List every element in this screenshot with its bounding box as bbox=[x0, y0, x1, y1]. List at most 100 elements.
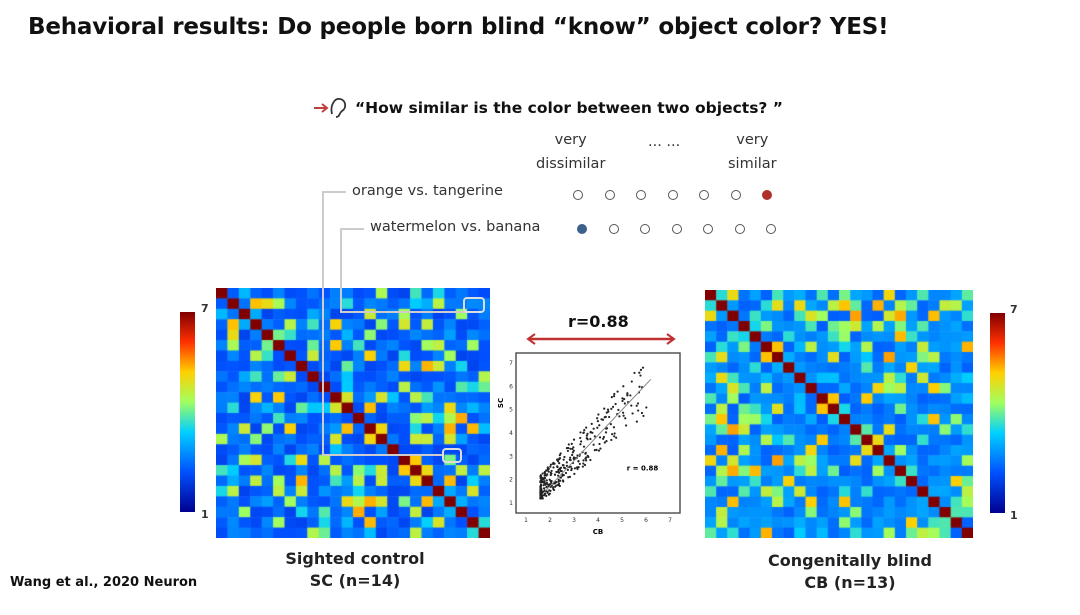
scatter-point bbox=[542, 487, 546, 490]
rating-option-1[interactable] bbox=[573, 190, 583, 200]
scatter-point bbox=[613, 435, 616, 438]
scatter-point bbox=[621, 397, 624, 400]
regression-line bbox=[544, 378, 652, 492]
right-caption-line2: CB (n=13) bbox=[804, 573, 896, 592]
y-tick-label: 3 bbox=[509, 453, 513, 460]
scatter-point bbox=[556, 465, 559, 468]
scatter-point bbox=[622, 411, 625, 414]
scatter-point bbox=[549, 465, 552, 468]
scatter-point bbox=[543, 477, 547, 480]
x-tick-label: 2 bbox=[548, 517, 552, 524]
correlation-label: r=0.88 bbox=[568, 312, 629, 331]
y-tick-label: 1 bbox=[509, 500, 513, 507]
rating-option-2[interactable] bbox=[608, 224, 619, 234]
scatter-point bbox=[605, 440, 608, 443]
scatter-point bbox=[545, 494, 548, 498]
scatter-point bbox=[557, 474, 560, 477]
left-caption-line2: SC (n=14) bbox=[309, 571, 401, 590]
scatter-point bbox=[621, 399, 624, 403]
left-caption: Sighted control SC (n=14) bbox=[260, 548, 450, 592]
scatter-point bbox=[590, 422, 593, 426]
scatter-point bbox=[573, 472, 576, 475]
scatter-point bbox=[611, 433, 614, 436]
scatter-point bbox=[608, 415, 611, 419]
scatter-point bbox=[572, 446, 575, 449]
rating-option-5[interactable] bbox=[703, 224, 713, 234]
scatter-point bbox=[609, 422, 612, 426]
y-tick-label: 6 bbox=[509, 383, 513, 390]
scatter-point bbox=[558, 484, 561, 488]
scatter-frame bbox=[515, 352, 681, 514]
rating-option-1[interactable] bbox=[577, 224, 587, 234]
scatter-point bbox=[610, 407, 613, 410]
scatter-point bbox=[579, 436, 582, 440]
scatter-point bbox=[615, 436, 618, 439]
scale-low-label: very dissimilar bbox=[536, 132, 606, 172]
rating-option-5[interactable] bbox=[699, 190, 709, 200]
rating-option-7[interactable] bbox=[762, 190, 772, 200]
scatter-point bbox=[549, 463, 553, 466]
rating-option-6[interactable] bbox=[734, 224, 745, 234]
scatter-point bbox=[557, 480, 560, 483]
rating-option-4[interactable] bbox=[671, 224, 682, 234]
scatter-point bbox=[539, 475, 542, 478]
scatter-point bbox=[552, 486, 555, 489]
scatter-point bbox=[553, 462, 556, 465]
y-tick-label: 2 bbox=[509, 477, 513, 484]
scatter-point bbox=[559, 476, 562, 479]
scatter-point bbox=[606, 408, 610, 411]
scatter-annotation: r = 0.88 bbox=[627, 464, 659, 472]
scatter-point bbox=[638, 385, 641, 388]
scatter-point bbox=[565, 461, 568, 464]
scatter-plot: 1 2 3 4 5 6 7 1 2 3 4 5 6 7 CB SC r = 0.88 bbox=[497, 352, 681, 536]
y-tick-label: 4 bbox=[509, 430, 513, 437]
scatter-point bbox=[583, 463, 587, 467]
scatter-point bbox=[630, 404, 633, 407]
scatter-point bbox=[582, 431, 585, 434]
rating-option-6[interactable] bbox=[730, 190, 741, 200]
x-tick-label: 1 bbox=[524, 517, 528, 524]
scatter-point bbox=[575, 466, 579, 469]
scatter-point bbox=[625, 424, 628, 427]
scatter-point bbox=[543, 474, 546, 477]
scatter-point bbox=[624, 417, 627, 420]
scatter-point bbox=[618, 415, 621, 418]
scatter-point bbox=[645, 406, 648, 409]
scatter-point bbox=[542, 481, 545, 484]
colorbar-left-max: 7 bbox=[201, 302, 209, 315]
scatter-point bbox=[539, 479, 543, 482]
scatter-point bbox=[622, 414, 625, 417]
rating-option-3[interactable] bbox=[636, 190, 646, 200]
scatter-point bbox=[570, 442, 573, 445]
scatter-point bbox=[552, 487, 555, 490]
rating-option-2[interactable] bbox=[604, 190, 615, 200]
rating-label-1: orange vs. tangerine bbox=[352, 183, 503, 199]
scatter-point bbox=[553, 473, 557, 476]
rating-option-4[interactable] bbox=[667, 190, 678, 200]
scale-ellipsis: ··· ··· bbox=[648, 138, 681, 154]
y-tick-label: 7 bbox=[509, 360, 513, 367]
scatter-point bbox=[581, 465, 584, 468]
scatter-point bbox=[597, 449, 601, 452]
scatter-point bbox=[630, 380, 633, 383]
rating-option-7[interactable] bbox=[766, 224, 776, 234]
scatter-point bbox=[639, 374, 642, 377]
scatter-point bbox=[633, 371, 636, 375]
scatter-point bbox=[559, 469, 562, 473]
scatter-point bbox=[550, 472, 553, 475]
y-tick-label: 5 bbox=[509, 407, 513, 414]
scatter-point bbox=[610, 396, 613, 399]
scatter-point bbox=[562, 458, 565, 461]
scatter-point bbox=[593, 449, 597, 452]
scatter-point bbox=[582, 445, 586, 448]
scatter-point bbox=[566, 449, 570, 453]
scatter-point bbox=[613, 432, 616, 435]
scatter-point bbox=[602, 437, 605, 440]
scatter-point bbox=[563, 466, 567, 470]
scatter-point bbox=[639, 368, 643, 372]
rating-option-3[interactable] bbox=[640, 224, 650, 234]
scatter-point bbox=[545, 485, 548, 489]
y-axis-label: SC bbox=[497, 398, 505, 408]
x-tick-label: 6 bbox=[644, 517, 648, 524]
scatter-point bbox=[549, 489, 552, 492]
